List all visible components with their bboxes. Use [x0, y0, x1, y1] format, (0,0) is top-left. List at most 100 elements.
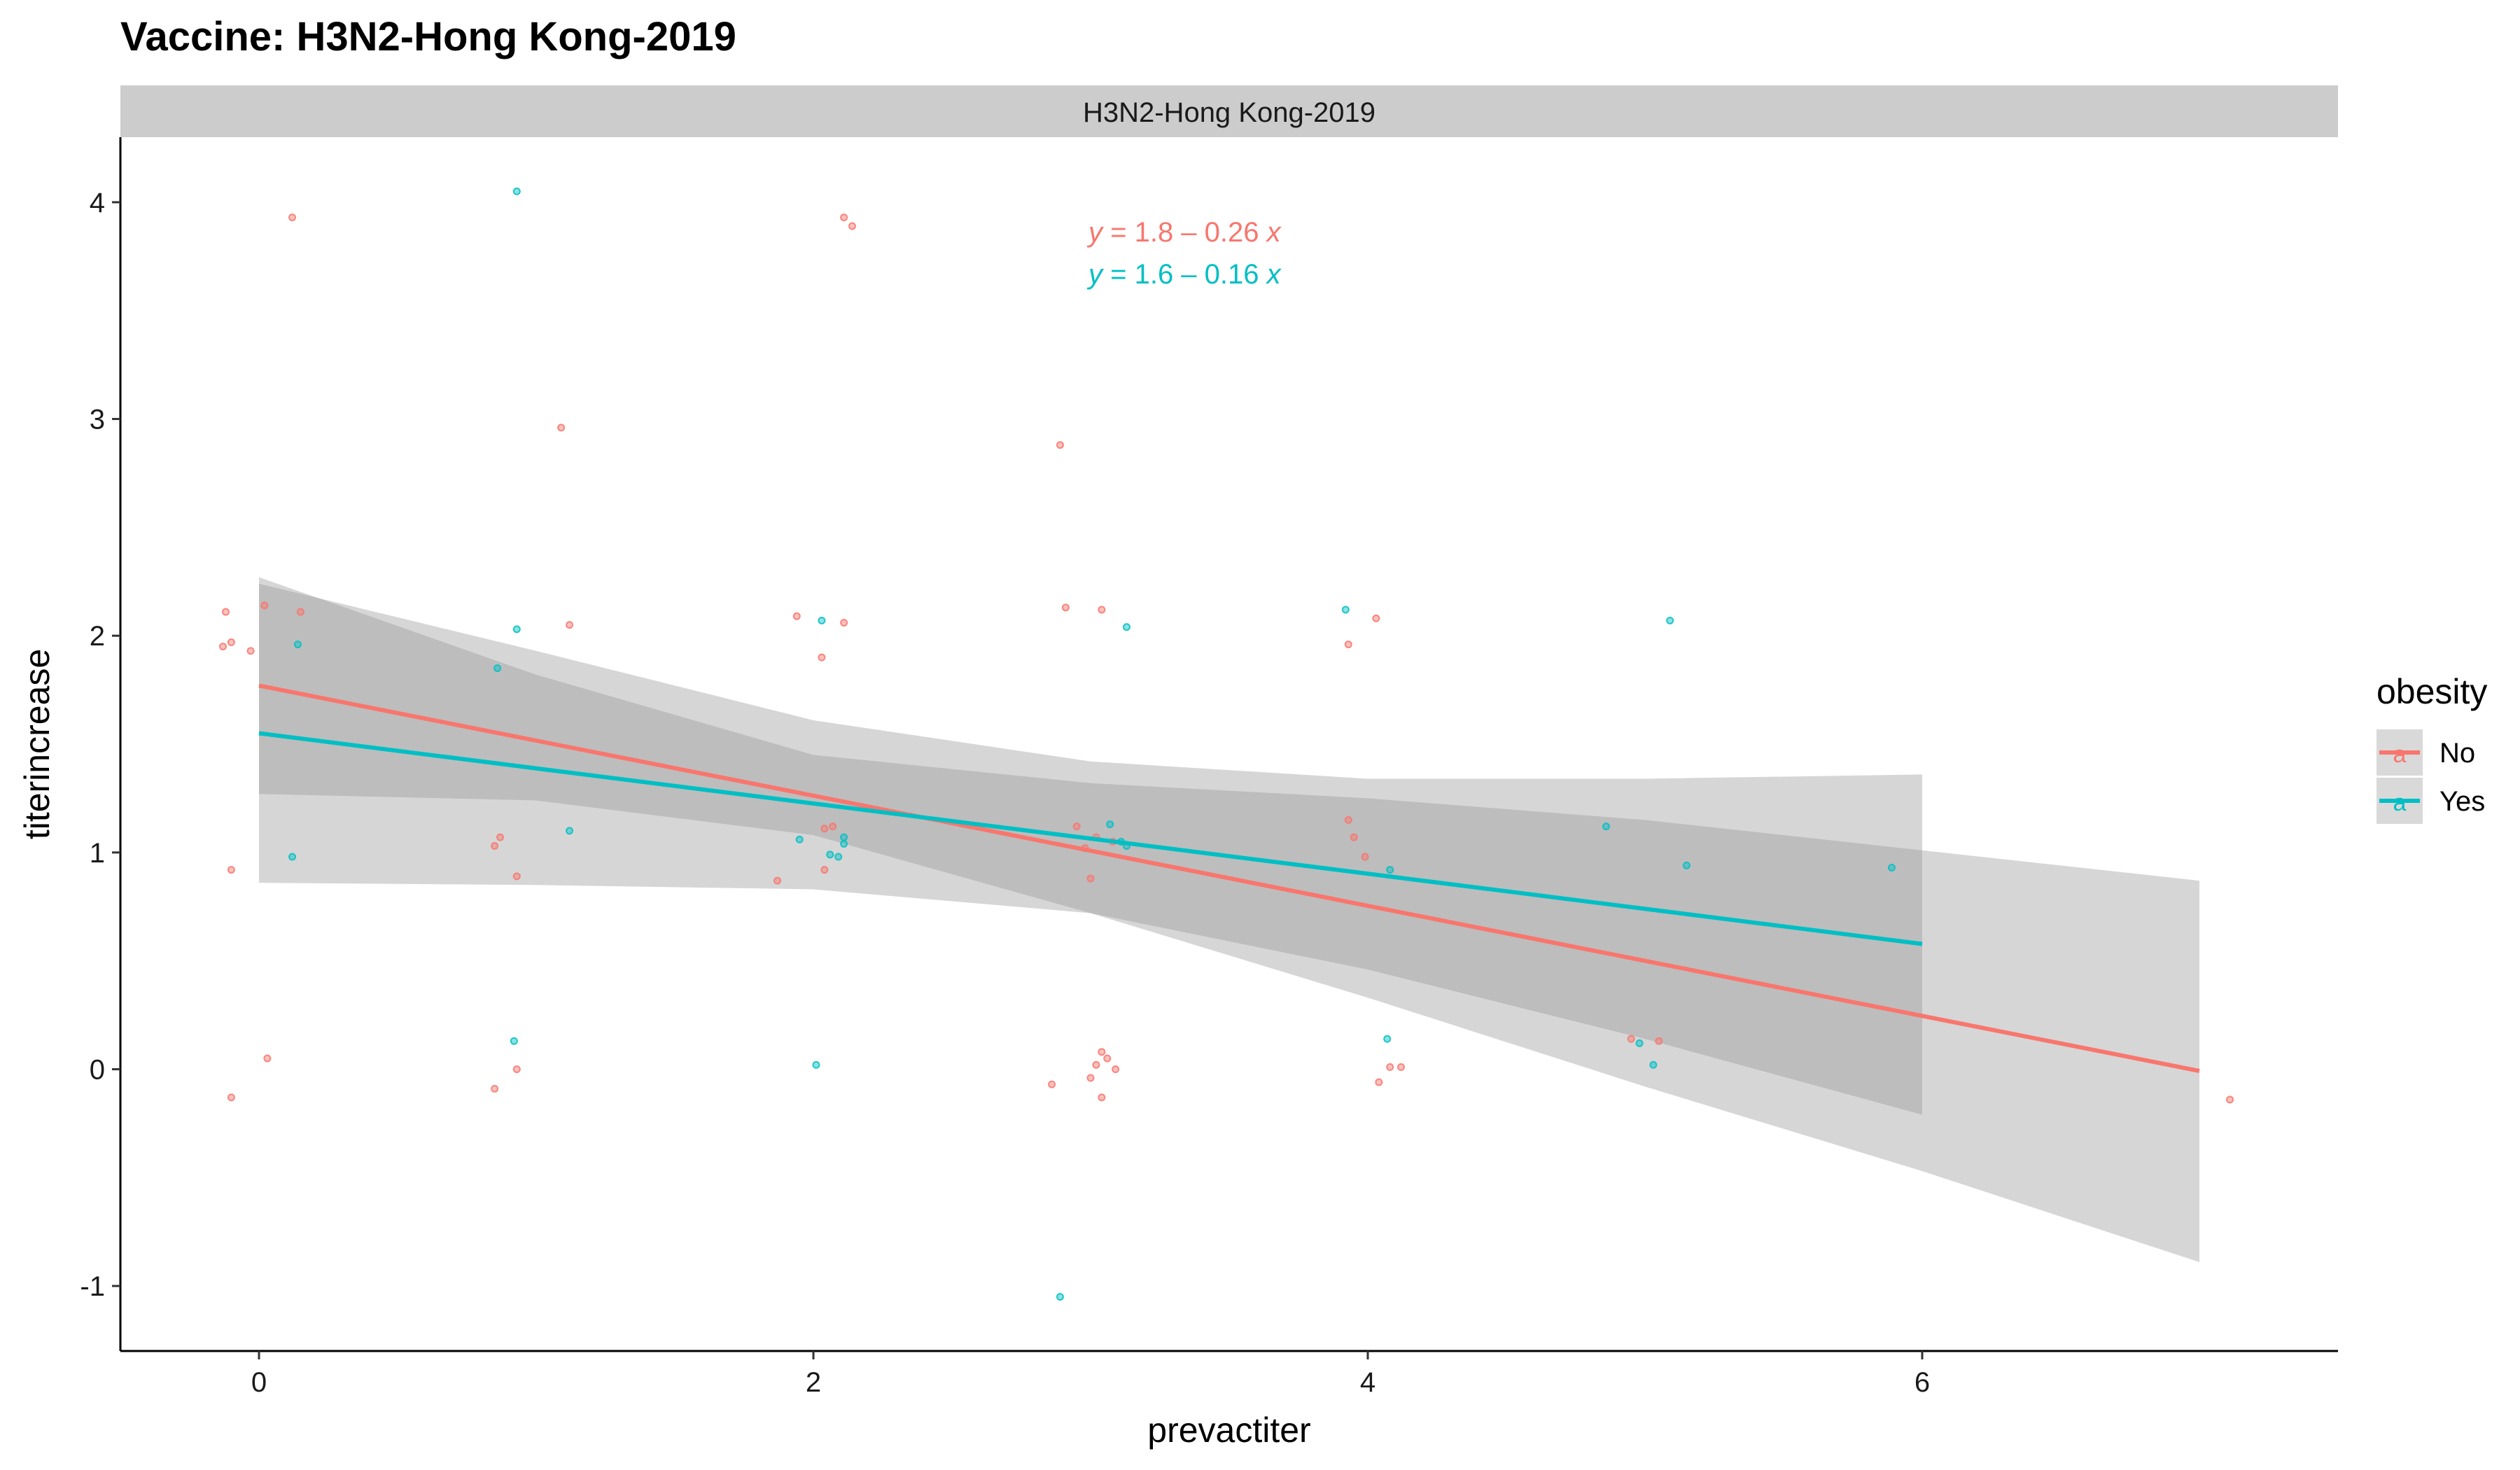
- confidence-band-no: [259, 577, 2199, 1263]
- x-tick-label-1: 2: [806, 1367, 821, 1398]
- point-no-40: [1098, 1093, 1106, 1102]
- point-yes-12: [840, 833, 848, 841]
- point-no-44: [1350, 833, 1358, 841]
- x-tick-label-2: 4: [1360, 1367, 1376, 1398]
- point-no-0: [221, 608, 230, 616]
- point-no-45: [1361, 853, 1369, 861]
- point-no-24: [774, 876, 782, 885]
- legend-glyph-yes: a: [2393, 790, 2407, 816]
- point-no-23: [829, 822, 837, 831]
- equation-no-body: = 1.8 – 0.26: [1102, 217, 1267, 248]
- confidence-bands: [259, 577, 2199, 1263]
- point-yes-6: [510, 1037, 518, 1045]
- fit-line-yes: [258, 731, 1923, 946]
- equation-no-y: y: [1086, 217, 1105, 248]
- point-no-43: [1344, 816, 1352, 824]
- legend-key-yes: a Yes: [2376, 778, 2485, 824]
- point-no-5: [296, 608, 304, 616]
- point-no-4: [260, 601, 269, 610]
- point-yes-16: [1122, 623, 1130, 631]
- point-yes-13: [812, 1060, 820, 1069]
- point-yes-26: [1635, 1039, 1644, 1047]
- point-no-12: [496, 833, 505, 841]
- point-no-1: [219, 643, 227, 651]
- point-no-2: [227, 638, 235, 646]
- legend-label-yes: Yes: [2440, 786, 2485, 817]
- point-no-9: [227, 1093, 235, 1102]
- facet-strip-label: H3N2-Hong Kong-2019: [1083, 97, 1376, 128]
- data-points: [219, 187, 2234, 1301]
- point-no-21: [848, 222, 856, 230]
- point-no-27: [1061, 603, 1070, 612]
- legend-key-no: a No: [2376, 729, 2475, 776]
- point-no-11: [566, 621, 574, 629]
- point-no-19: [818, 653, 826, 662]
- point-yes-5: [566, 827, 574, 835]
- point-no-20: [840, 214, 848, 222]
- point-no-36: [1092, 1060, 1100, 1069]
- y-tick-label-0: -1: [80, 1271, 105, 1302]
- y-tick-label-5: 4: [90, 188, 105, 218]
- y-tick-label-4: 3: [90, 405, 105, 435]
- point-yes-18: [1056, 1293, 1064, 1301]
- point-yes-25: [1887, 863, 1896, 872]
- equation-yes: y = 1.6 – 0.16 x: [1086, 259, 1282, 290]
- point-yes-20: [1386, 866, 1394, 874]
- point-no-50: [1655, 1037, 1663, 1045]
- regression-lines: [258, 683, 2200, 1073]
- point-no-33: [1086, 874, 1095, 883]
- point-no-46: [1375, 1078, 1383, 1086]
- x-tick-label-3: 6: [1914, 1367, 1930, 1398]
- point-no-51: [2226, 1096, 2234, 1104]
- point-no-28: [1098, 606, 1106, 614]
- legend-label-no: No: [2440, 738, 2475, 769]
- y-tick-label-2: 1: [90, 838, 105, 869]
- point-no-41: [1344, 640, 1352, 649]
- point-yes-4: [493, 664, 502, 673]
- equation-yes-x: x: [1266, 259, 1282, 290]
- point-no-22: [820, 825, 829, 833]
- point-no-47: [1386, 1063, 1394, 1071]
- equation-no-x: x: [1266, 217, 1282, 248]
- point-yes-22: [1602, 822, 1611, 831]
- point-no-48: [1397, 1063, 1406, 1071]
- equation-yes-y: y: [1086, 259, 1105, 290]
- point-no-10: [557, 424, 566, 432]
- point-yes-8: [795, 835, 804, 844]
- y-axis-ticks: -1 0 1 2 3 4: [80, 188, 120, 1302]
- point-yes-3: [512, 625, 521, 634]
- point-no-7: [227, 866, 235, 874]
- point-no-15: [491, 1084, 499, 1093]
- point-yes-11: [840, 839, 848, 848]
- point-yes-7: [818, 617, 826, 625]
- legend-title: obesity: [2376, 672, 2487, 711]
- point-no-25: [820, 866, 829, 874]
- point-no-3: [246, 647, 255, 655]
- point-no-42: [1372, 614, 1380, 622]
- point-no-6: [288, 214, 297, 222]
- y-axis-title: titerincrease: [18, 649, 57, 839]
- point-no-37: [1098, 1048, 1106, 1056]
- point-no-18: [840, 619, 848, 627]
- legend-keys: a No a Yes: [2376, 729, 2485, 824]
- point-no-49: [1627, 1035, 1635, 1043]
- x-axis-title: prevactiter: [1147, 1410, 1310, 1450]
- facet-strip: [120, 85, 2338, 137]
- point-yes-0: [293, 640, 302, 649]
- point-no-16: [512, 1065, 521, 1073]
- point-no-17: [792, 612, 801, 620]
- point-yes-21: [1383, 1035, 1392, 1043]
- y-tick-label-1: 0: [90, 1054, 105, 1085]
- point-no-13: [491, 842, 499, 850]
- point-no-38: [1103, 1054, 1112, 1063]
- point-yes-14: [1106, 820, 1114, 829]
- x-tick-label-0: 0: [251, 1367, 267, 1398]
- point-yes-23: [1666, 617, 1674, 625]
- equation-yes-body: = 1.6 – 0.16: [1102, 259, 1267, 290]
- fit-line-no: [258, 683, 2200, 1073]
- point-no-14: [512, 872, 521, 881]
- point-yes-10: [834, 853, 843, 861]
- equation-no: y = 1.8 – 0.26 x: [1086, 217, 1282, 248]
- point-yes-1: [288, 853, 297, 861]
